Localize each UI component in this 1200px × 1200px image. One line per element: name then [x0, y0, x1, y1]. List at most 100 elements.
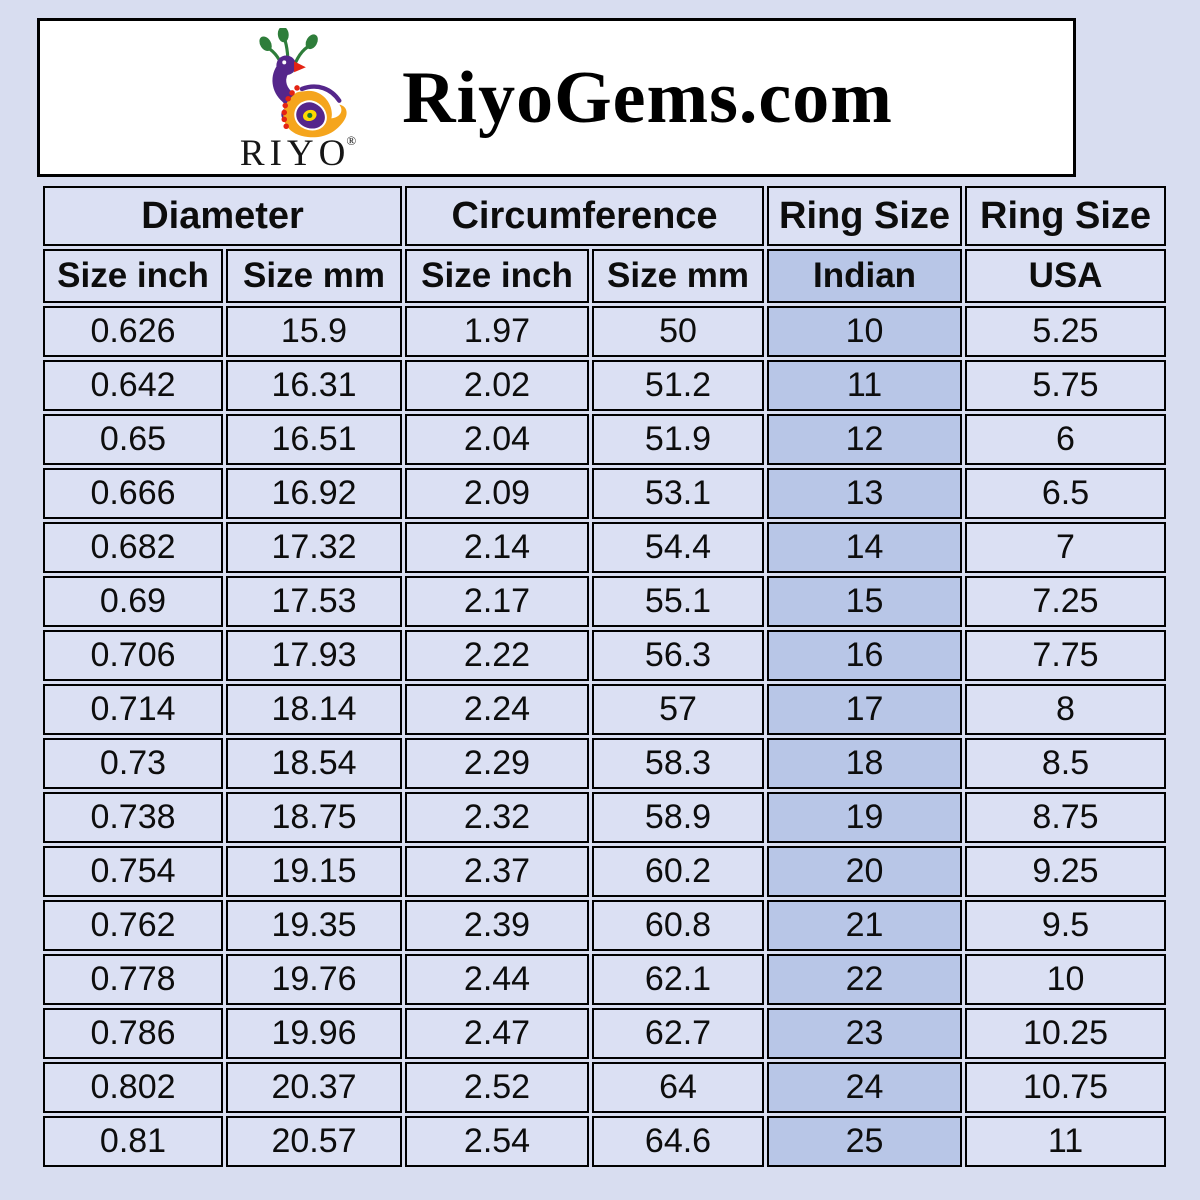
- table-cell: 13: [767, 468, 963, 519]
- peacock-logo-icon: [259, 27, 347, 137]
- table-row: 0.626 15.9 1.97 50 10 5.25: [43, 306, 1167, 357]
- table-cell: 2.02: [405, 360, 590, 411]
- table-cell: 19.76: [226, 954, 403, 1005]
- table-cell: 8.5: [965, 738, 1167, 789]
- table-cell: 58.9: [592, 792, 765, 843]
- table-cell: 7.25: [965, 576, 1167, 627]
- table-cell: 11: [767, 360, 963, 411]
- table-cell: 2.54: [405, 1116, 590, 1167]
- brand-header: RIYO® RiyoGems.com: [37, 18, 1076, 177]
- table-cell: 1.97: [405, 306, 590, 357]
- table-cell: 0.786: [43, 1008, 223, 1059]
- table-cell: 5.25: [965, 306, 1167, 357]
- table-cell: 24: [767, 1062, 963, 1113]
- table-cell: 8: [965, 684, 1167, 735]
- table-row: 0.666 16.92 2.09 53.1 13 6.5: [43, 468, 1167, 519]
- group-header-cell: Ring Size: [965, 186, 1167, 246]
- table-row: 0.65 16.51 2.04 51.9 12 6: [43, 414, 1167, 465]
- table-cell: 0.682: [43, 522, 223, 573]
- table-cell: 58.3: [592, 738, 765, 789]
- table-cell: 15.9: [226, 306, 403, 357]
- table-cell: 0.706: [43, 630, 223, 681]
- table-cell: 16.31: [226, 360, 403, 411]
- table-cell: 7: [965, 522, 1167, 573]
- table-row: 0.73 18.54 2.29 58.3 18 8.5: [43, 738, 1167, 789]
- table-cell: 10.25: [965, 1008, 1167, 1059]
- table-cell: 54.4: [592, 522, 765, 573]
- table-cell: 0.73: [43, 738, 223, 789]
- table-cell: 57: [592, 684, 765, 735]
- group-header-cell: Circumference: [405, 186, 765, 246]
- table-row: 0.69 17.53 2.17 55.1 15 7.25: [43, 576, 1167, 627]
- column-header-cell: USA: [965, 249, 1167, 303]
- table-cell: 11: [965, 1116, 1167, 1167]
- table-cell: 10: [767, 306, 963, 357]
- table-cell: 50: [592, 306, 765, 357]
- column-header-cell: Size mm: [592, 249, 765, 303]
- table-cell: 64: [592, 1062, 765, 1113]
- table-cell: 2.37: [405, 846, 590, 897]
- table-cell: 21: [767, 900, 963, 951]
- group-header-row: Diameter Circumference Ring Size Ring Size: [43, 186, 1167, 246]
- table-cell: 2.17: [405, 576, 590, 627]
- table-cell: 6.5: [965, 468, 1167, 519]
- table-cell: 2.39: [405, 900, 590, 951]
- table-cell: 17.32: [226, 522, 403, 573]
- table-cell: 20.37: [226, 1062, 403, 1113]
- column-header-cell: Size inch: [405, 249, 590, 303]
- table-cell: 19.15: [226, 846, 403, 897]
- table-cell: 23: [767, 1008, 963, 1059]
- table-row: 0.706 17.93 2.22 56.3 16 7.75: [43, 630, 1167, 681]
- table-row: 0.714 18.14 2.24 57 17 8: [43, 684, 1167, 735]
- table-cell: 0.626: [43, 306, 223, 357]
- table-cell: 56.3: [592, 630, 765, 681]
- table-cell: 20.57: [226, 1116, 403, 1167]
- table-cell: 16.92: [226, 468, 403, 519]
- table-cell: 9.25: [965, 846, 1167, 897]
- table-cell: 19.96: [226, 1008, 403, 1059]
- table-cell: 2.14: [405, 522, 590, 573]
- table-cell: 0.778: [43, 954, 223, 1005]
- table-cell: 0.666: [43, 468, 223, 519]
- table-cell: 51.2: [592, 360, 765, 411]
- table-cell: 2.52: [405, 1062, 590, 1113]
- table-cell: 7.75: [965, 630, 1167, 681]
- table-cell: 8.75: [965, 792, 1167, 843]
- table-row: 0.762 19.35 2.39 60.8 21 9.5: [43, 900, 1167, 951]
- table-cell: 0.69: [43, 576, 223, 627]
- table-cell: 5.75: [965, 360, 1167, 411]
- table-row: 0.642 16.31 2.02 51.2 11 5.75: [43, 360, 1167, 411]
- table-cell: 22: [767, 954, 963, 1005]
- table-body: Diameter Circumference Ring Size Ring Size …: [43, 186, 1167, 1167]
- table-cell: 18.54: [226, 738, 403, 789]
- group-header-cell: Ring Size: [767, 186, 963, 246]
- table-cell: 16.51: [226, 414, 403, 465]
- table-cell: 0.714: [43, 684, 223, 735]
- table-cell: 10: [965, 954, 1167, 1005]
- table-cell: 18.14: [226, 684, 403, 735]
- table-cell: 12: [767, 414, 963, 465]
- table-cell: 19.35: [226, 900, 403, 951]
- table-cell: 2.44: [405, 954, 590, 1005]
- table-cell: 2.32: [405, 792, 590, 843]
- table-cell: 55.1: [592, 576, 765, 627]
- table-cell: 15: [767, 576, 963, 627]
- table-cell: 17: [767, 684, 963, 735]
- table-cell: 2.09: [405, 468, 590, 519]
- table-cell: 2.29: [405, 738, 590, 789]
- ring-size-table: Diameter Circumference Ring Size Ring Size …: [40, 183, 1169, 1170]
- table-cell: 20: [767, 846, 963, 897]
- table-row: 0.682 17.32 2.14 54.4 14 7: [43, 522, 1167, 573]
- column-header-row: Size inch Size mm Size inch Size mm Indian US…: [43, 249, 1167, 303]
- table-cell: 0.65: [43, 414, 223, 465]
- table-cell: 62.1: [592, 954, 765, 1005]
- table-cell: 2.04: [405, 414, 590, 465]
- table-cell: 0.762: [43, 900, 223, 951]
- table-cell: 64.6: [592, 1116, 765, 1167]
- table-cell: 0.81: [43, 1116, 223, 1167]
- table-cell: 0.642: [43, 360, 223, 411]
- group-header-cell: Diameter: [43, 186, 403, 246]
- table-row: 0.786 19.96 2.47 62.7 23 10.25: [43, 1008, 1167, 1059]
- table-cell: 25: [767, 1116, 963, 1167]
- table-row: 0.754 19.15 2.37 60.2 20 9.25: [43, 846, 1167, 897]
